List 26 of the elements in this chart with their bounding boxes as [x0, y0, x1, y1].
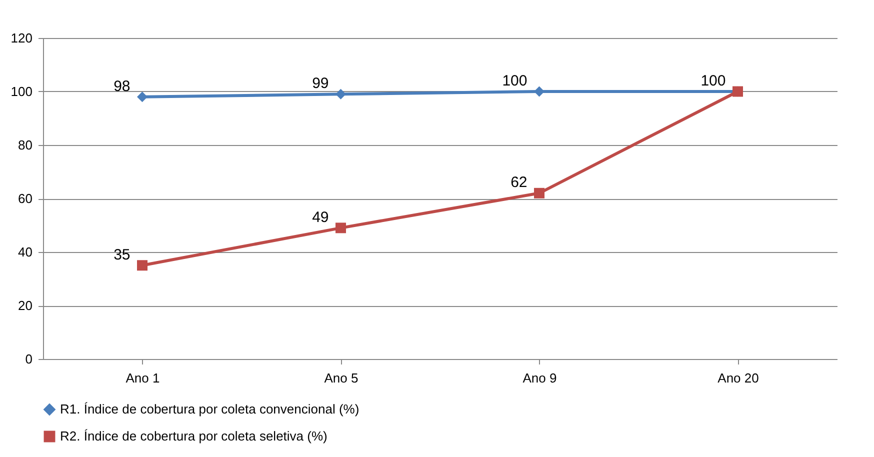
- x-tick-label: Ano 9: [522, 370, 557, 386]
- point: [137, 92, 148, 102]
- legend-label: R1. Índice de cobertura por coleta convencional (%): [60, 402, 360, 416]
- legend-label: R2. Índice de cobertura por coleta seletiva (%): [60, 428, 328, 444]
- y-tick-label: 20: [18, 298, 32, 313]
- data-label: 49: [312, 208, 329, 226]
- data-label: 98: [114, 78, 130, 95]
- y-tick-label: 80: [18, 138, 32, 152]
- y-tick-label: 0: [25, 352, 32, 366]
- x-tick-label: Ano 1: [126, 370, 160, 386]
- y-tick-label: 120: [10, 30, 32, 46]
- x-tick-label: Ano 5: [324, 370, 358, 386]
- data-label: 62: [510, 174, 528, 192]
- data-label: 100: [502, 72, 528, 90]
- point: [534, 188, 544, 198]
- point: [336, 88, 346, 100]
- y-tick-label: 40: [18, 244, 32, 260]
- y-tick-label: 60: [18, 191, 32, 206]
- data-label: 100: [700, 72, 726, 90]
- data-label: 35: [114, 246, 130, 264]
- data-label: 99: [312, 75, 329, 92]
- y-tick-label: 100: [10, 84, 32, 99]
- x-tick-label: Ano 20: [718, 370, 759, 386]
- point: [137, 260, 148, 271]
- point: [534, 86, 544, 97]
- point: [336, 222, 346, 234]
